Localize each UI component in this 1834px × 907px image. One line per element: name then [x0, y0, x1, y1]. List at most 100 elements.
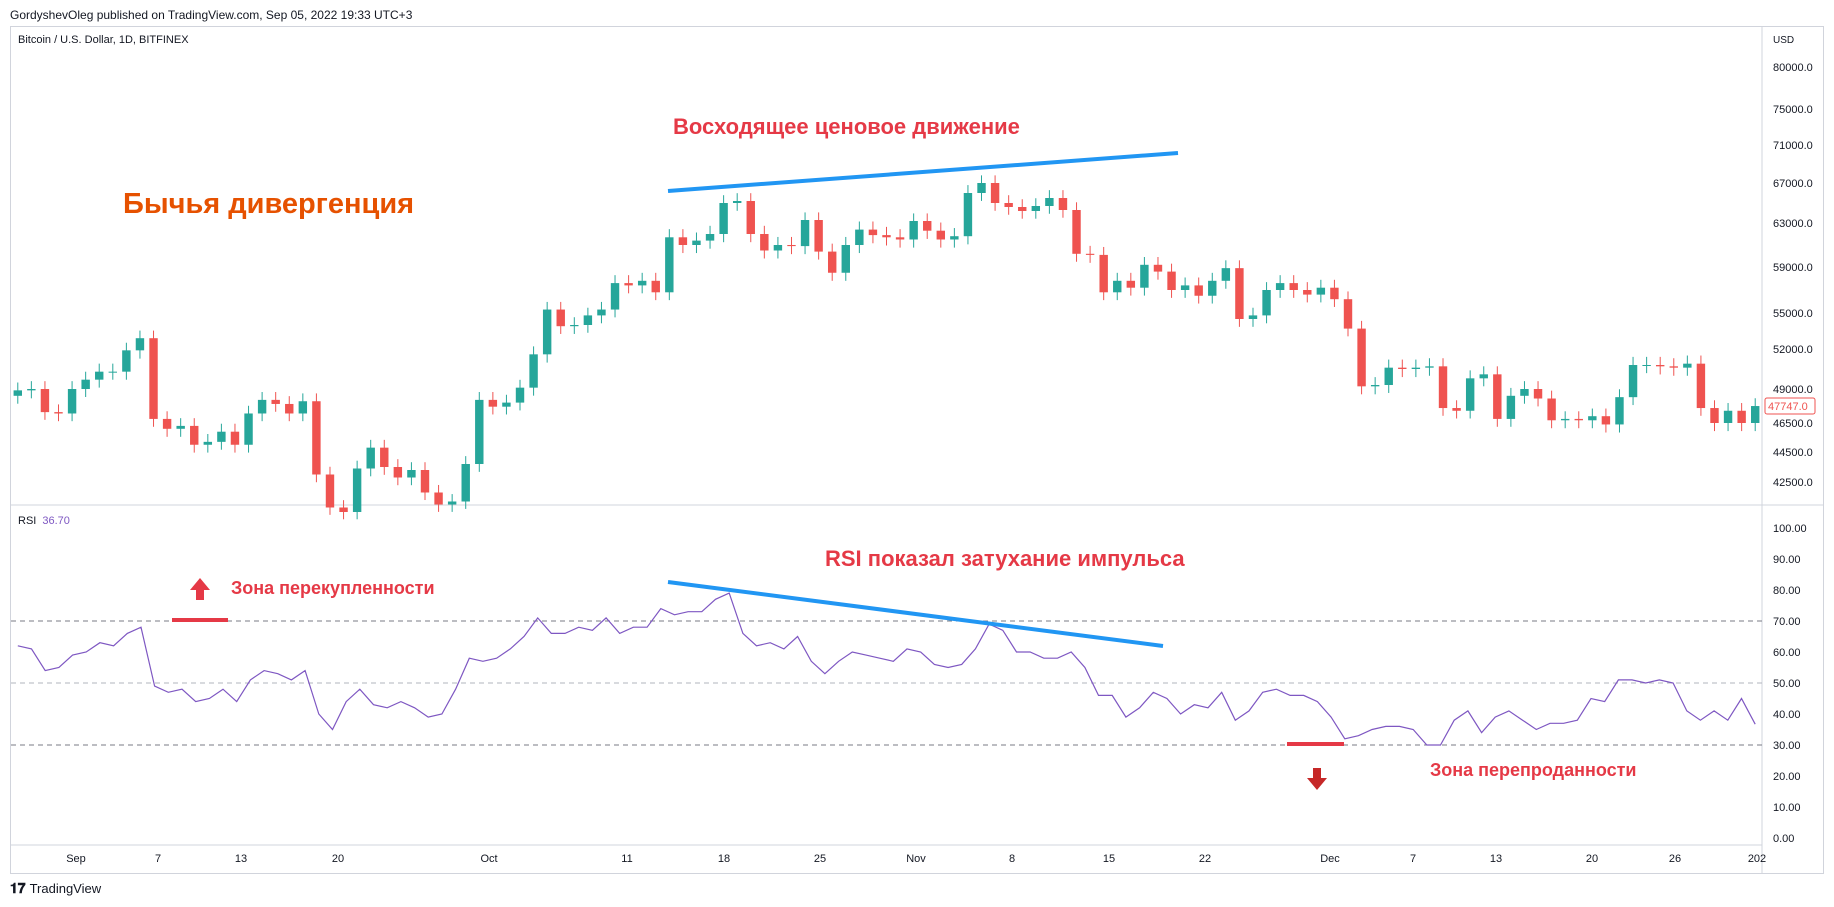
candle-body — [1465, 378, 1475, 411]
candle-body — [705, 234, 715, 241]
candle-body — [868, 229, 878, 236]
chart-frame[interactable] — [10, 26, 1824, 874]
candle-body — [217, 431, 226, 442]
rsi-legend-label: RSI — [18, 515, 37, 527]
rsi-tick-label: 70.00 — [1773, 616, 1801, 628]
candle-body — [1425, 366, 1434, 368]
candle-body — [407, 470, 416, 478]
candle-body — [108, 371, 118, 373]
time-tick-label: 7 — [155, 853, 161, 865]
candle-body — [570, 325, 579, 327]
candle-body — [81, 379, 90, 389]
price-tick-label: 46500.0 — [1773, 418, 1813, 430]
candle-body — [1655, 365, 1665, 367]
rsi-tick-label: 40.00 — [1773, 709, 1801, 721]
candle-body — [257, 399, 267, 414]
candle-body — [298, 401, 308, 414]
candle-body — [122, 350, 131, 372]
candle-body — [434, 492, 443, 505]
rsi-axis: 0.00 10.00 20.00 30.00 40.00 50.00 60.00 70.00 8… — [11, 523, 1807, 845]
arrow-up-icon — [190, 578, 210, 600]
candle-body — [380, 447, 389, 467]
candle-body — [162, 418, 172, 429]
candle-body — [447, 501, 457, 505]
candle-body — [1547, 398, 1556, 421]
candle-body — [1357, 328, 1366, 387]
candle-body — [1493, 374, 1502, 419]
time-tick-label: Nov — [906, 853, 926, 865]
time-tick-label: Dec — [1320, 853, 1340, 865]
candle-body — [40, 389, 50, 413]
candles — [13, 175, 1760, 520]
time-tick-label: 13 — [1490, 853, 1502, 865]
price-tick-label: 49000.0 — [1773, 384, 1813, 396]
candle-body — [950, 236, 959, 240]
time-tick-label: 20 — [1586, 853, 1598, 865]
candle-body — [244, 413, 253, 445]
time-tick-label: 18 — [718, 853, 730, 865]
footer-brand[interactable]: 𝟏𝟕 TradingView — [10, 880, 101, 897]
candle-body — [1615, 397, 1624, 425]
time-tick-label: 7 — [1410, 853, 1416, 865]
candle-body — [135, 338, 145, 351]
candle-body — [827, 251, 837, 273]
candle-body — [1384, 367, 1393, 385]
candle-body — [597, 309, 606, 316]
time-tick-label: 13 — [235, 853, 247, 865]
rsi-fade-label: RSI показал затухание импульса — [825, 546, 1185, 571]
candle-body — [977, 183, 986, 193]
rsi-legend: RSI 36.70 — [18, 515, 70, 527]
rsi-tick-label: 50.00 — [1773, 678, 1801, 690]
candle-body — [1751, 406, 1760, 423]
candle-body — [1533, 389, 1543, 399]
candle-body — [800, 220, 810, 247]
candle-body — [1262, 290, 1271, 316]
candle-body — [1208, 280, 1217, 296]
candle-body — [814, 220, 823, 252]
time-axis: Sep 7 13 20 Oct 11 18 25 Nov 8 15 22 Dec 7 13 20 26 202 — [10, 844, 1766, 865]
candle-body — [312, 401, 321, 475]
candle-body — [1560, 418, 1570, 421]
candle-body — [1072, 210, 1081, 254]
rsi-tick-label: 90.00 — [1773, 554, 1801, 566]
candle-body — [855, 229, 864, 245]
candle-body — [1275, 283, 1285, 290]
rsi-tick-label: 100.00 — [1773, 523, 1807, 535]
rsi-tick-label: 0.00 — [1773, 833, 1794, 845]
candle-body — [149, 338, 158, 419]
price-tick-label: 55000.0 — [1773, 308, 1813, 320]
candle-body — [176, 425, 185, 429]
candle-body — [1235, 268, 1244, 319]
candle-body — [420, 470, 430, 493]
candle-body — [746, 201, 755, 234]
time-tick-label: 22 — [1199, 853, 1211, 865]
bullish-divergence-label: Бычья дивергенция — [123, 188, 415, 220]
candle-body — [732, 201, 742, 203]
candle-body — [719, 203, 728, 234]
footer-brand-text: TradingView — [29, 881, 102, 896]
candle-body — [325, 474, 335, 508]
oversold-label: Зона перепроданности — [1430, 760, 1637, 780]
candle-body — [936, 230, 946, 240]
candle-body — [1438, 366, 1448, 409]
candle-body — [230, 431, 240, 445]
price-tick-label: 63000.0 — [1773, 218, 1813, 230]
candle-body — [1316, 287, 1326, 295]
currency-label: USD — [1773, 35, 1794, 46]
candle-body — [1398, 367, 1407, 369]
candle-body — [190, 425, 199, 445]
price-tick-label: 71000.0 — [1773, 140, 1813, 152]
time-tick-label: Sep — [66, 853, 86, 865]
candle-body — [1520, 389, 1529, 396]
time-tick-label: 11 — [621, 853, 632, 865]
candle-body — [529, 354, 538, 388]
price-tick-label: 52000.0 — [1773, 344, 1813, 356]
candle-body — [882, 235, 891, 238]
candle-body — [1045, 198, 1054, 206]
candle-body — [542, 309, 552, 355]
candle-body — [461, 464, 470, 502]
rsi-tick-label: 20.00 — [1773, 771, 1801, 783]
candle-body — [1452, 408, 1461, 411]
time-tick-label: 15 — [1103, 853, 1115, 865]
